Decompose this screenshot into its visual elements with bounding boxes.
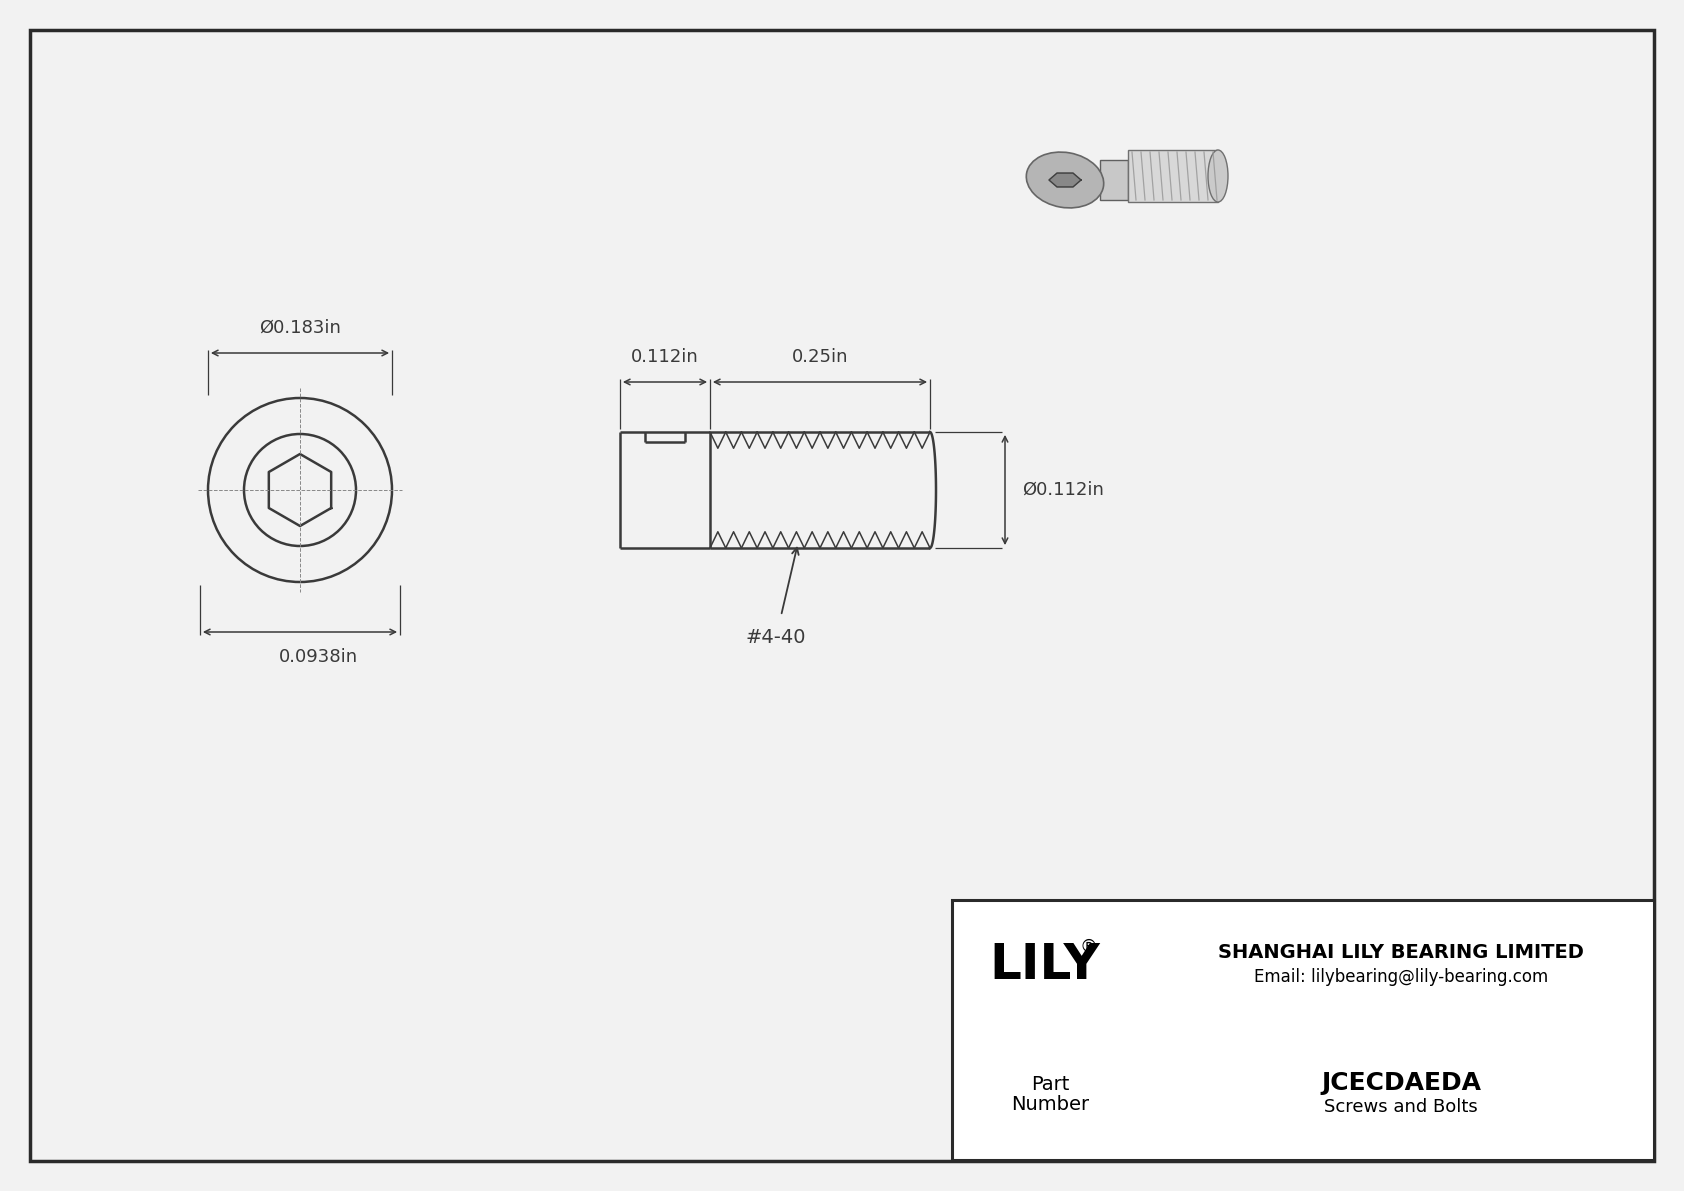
Text: #4-40: #4-40 bbox=[746, 628, 807, 647]
Text: Screws and Bolts: Screws and Bolts bbox=[1324, 1098, 1479, 1116]
Ellipse shape bbox=[1207, 150, 1228, 202]
Text: Ø0.183in: Ø0.183in bbox=[259, 319, 340, 337]
Text: Ø0.112in: Ø0.112in bbox=[1022, 481, 1105, 499]
Text: SHANGHAI LILY BEARING LIMITED: SHANGHAI LILY BEARING LIMITED bbox=[1218, 943, 1585, 962]
Text: 0.0938in: 0.0938in bbox=[278, 648, 357, 666]
Ellipse shape bbox=[1026, 152, 1103, 208]
Text: ®: ® bbox=[1079, 939, 1096, 956]
Text: JCECDAEDA: JCECDAEDA bbox=[1320, 1071, 1480, 1095]
Bar bbox=[1128, 150, 1218, 202]
Polygon shape bbox=[1049, 173, 1081, 187]
Text: 0.112in: 0.112in bbox=[632, 348, 699, 366]
Text: Number: Number bbox=[1010, 1096, 1090, 1115]
Bar bbox=[951, 900, 1654, 1160]
Text: Email: lilybearing@lily-bearing.com: Email: lilybearing@lily-bearing.com bbox=[1255, 968, 1548, 986]
Text: LILY: LILY bbox=[990, 941, 1100, 989]
Bar bbox=[1100, 160, 1128, 200]
Text: 0.25in: 0.25in bbox=[791, 348, 849, 366]
Text: Part: Part bbox=[1031, 1075, 1069, 1095]
